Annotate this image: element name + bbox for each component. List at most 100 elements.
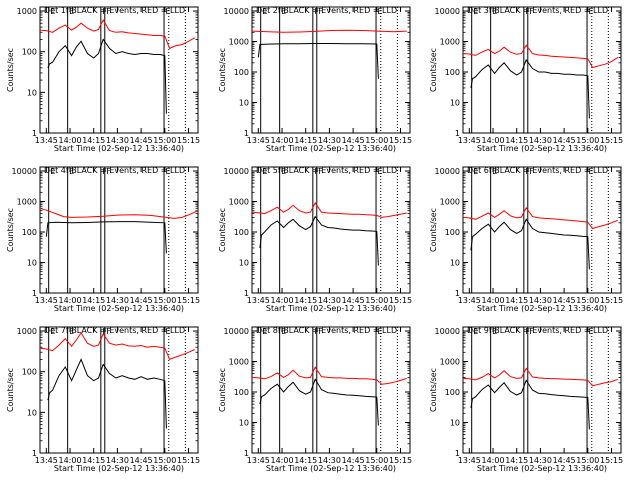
x-tick-label: 15:15 <box>389 136 412 145</box>
plot-frame <box>462 6 622 134</box>
plot-frame <box>39 166 199 294</box>
y-tick-label: 10 <box>450 259 460 268</box>
panel-title: Det 3f BLACK = Events, RED = LLD <box>467 6 608 15</box>
events-series-line <box>45 221 167 254</box>
events-series-line <box>257 43 379 79</box>
x-tick-label: 13:45 <box>458 136 481 145</box>
y-axis-label: Counts/sec <box>429 368 438 412</box>
lld-series-line <box>39 207 199 219</box>
x-tick-label: 15:00 <box>365 136 388 145</box>
x-tick-label: 14:45 <box>553 136 576 145</box>
flag-label: E <box>492 167 497 176</box>
y-tick-label: 10000 <box>224 167 249 176</box>
x-tick-label: 14:45 <box>342 136 365 145</box>
flag-label: E <box>50 327 55 336</box>
flag-label: F <box>318 167 323 176</box>
y-tick-label: 10 <box>239 259 249 268</box>
plot-frame <box>462 326 622 454</box>
x-tick-label: 15:15 <box>389 456 412 465</box>
x-tick-label: 14:00 <box>58 136 81 145</box>
y-tick-label: 1000 <box>440 38 460 47</box>
y-axis-label: Counts/sec <box>429 208 438 252</box>
panel-title: Det 1f BLACK = Events, RED = LLD <box>44 6 185 15</box>
x-tick-label: 13:45 <box>247 136 270 145</box>
panel-title: Det 8f BLACK = Events, RED = LLD <box>256 326 397 335</box>
lld-series-line <box>462 367 618 387</box>
x-tick-label: 14:15 <box>82 296 105 305</box>
y-axis-label: Counts/sec <box>218 208 227 252</box>
y-axis-label: Counts/sec <box>429 48 438 92</box>
panel-9: Det 9f BLACK = Events, RED = LLD 1 10 100 10… <box>429 326 623 473</box>
y-tick-label: 10 <box>450 419 460 428</box>
x-tick-label: 14:00 <box>58 296 81 305</box>
y-tick-label: 1000 <box>229 198 249 207</box>
y-tick-label: 10 <box>27 259 37 268</box>
flag-label: E <box>589 167 594 176</box>
y-tick-label: 1 <box>244 449 249 458</box>
flag-label: E <box>589 7 594 16</box>
flag-label: F <box>529 327 534 336</box>
y-tick-label: 1000 <box>440 198 460 207</box>
y-tick-label: 100 <box>22 48 37 57</box>
y-tick-label: 1 <box>32 129 37 138</box>
lld-series-line <box>39 18 196 50</box>
panel-1: Det 1f BLACK = Events, RED = LLD 1 10 100 10… <box>6 6 200 153</box>
flag-label: E <box>262 327 267 336</box>
y-tick-label: 10000 <box>224 7 249 16</box>
flag-label: E <box>262 167 267 176</box>
y-tick-label: 100 <box>22 368 37 377</box>
panel-title: Det 2f BLACK = Events, RED = LLD <box>256 6 397 15</box>
flag-label: E <box>378 327 383 336</box>
y-tick-label: 10000 <box>435 7 460 16</box>
y-tick-label: 100 <box>234 228 249 237</box>
y-tick-label: 1000 <box>229 358 249 367</box>
y-tick-label: 10000 <box>435 327 460 336</box>
y-tick-label: 10 <box>450 99 460 108</box>
x-axis-label: Start Time (02-Sep-12 13:36:40) <box>54 304 184 313</box>
flag-label: E <box>69 167 74 176</box>
flag-label: E <box>50 167 55 176</box>
x-tick-label: 15:00 <box>365 296 388 305</box>
x-axis-label: Start Time (02-Sep-12 13:36:40) <box>477 304 607 313</box>
x-tick-label: 14:00 <box>481 136 504 145</box>
flag-label: F <box>318 327 323 336</box>
x-tick-label: 14:45 <box>130 296 153 305</box>
x-tick-label: 15:15 <box>600 136 623 145</box>
x-tick-label: 14:30 <box>318 136 341 145</box>
x-tick-label: 14:45 <box>130 456 153 465</box>
flag-label: E <box>281 327 286 336</box>
flag-label: E <box>262 7 267 16</box>
flag-label: E <box>50 7 55 16</box>
flag-label: F <box>106 327 111 336</box>
flag-label: E <box>166 327 171 336</box>
plot-frame <box>39 326 199 454</box>
y-axis-label: Counts/sec <box>6 208 15 252</box>
x-tick-label: 14:30 <box>318 456 341 465</box>
flag-label: E <box>69 327 74 336</box>
flag-label: E <box>378 7 383 16</box>
flag-label: E <box>589 327 594 336</box>
x-tick-label: 14:15 <box>505 456 528 465</box>
x-tick-label: 15:00 <box>576 296 599 305</box>
x-tick-label: 14:15 <box>82 456 105 465</box>
flag-label: E <box>492 7 497 16</box>
y-tick-label: 1000 <box>17 198 37 207</box>
lld-series-line <box>462 206 618 230</box>
panel-title: Det 9f BLACK = Events, RED = LLD <box>467 326 608 335</box>
y-axis-label: Counts/sec <box>218 48 227 92</box>
flag-label: F <box>318 7 323 16</box>
y-tick-label: 1 <box>32 449 37 458</box>
x-axis-label: Start Time (02-Sep-12 13:36:40) <box>54 464 184 473</box>
panel-title: Det 4f BLACK = Events, RED = LLD <box>44 166 185 175</box>
x-tick-label: 13:45 <box>247 456 270 465</box>
x-tick-label: 14:15 <box>294 136 317 145</box>
x-tick-label: 14:15 <box>505 136 528 145</box>
x-tick-label: 13:45 <box>35 136 58 145</box>
x-tick-label: 14:45 <box>553 456 576 465</box>
y-tick-label: 100 <box>445 388 460 397</box>
x-tick-label: 15:00 <box>153 456 176 465</box>
x-tick-label: 14:00 <box>270 136 293 145</box>
flag-label: E <box>281 167 286 176</box>
y-tick-label: 1 <box>455 129 460 138</box>
x-tick-label: 15:15 <box>600 456 623 465</box>
